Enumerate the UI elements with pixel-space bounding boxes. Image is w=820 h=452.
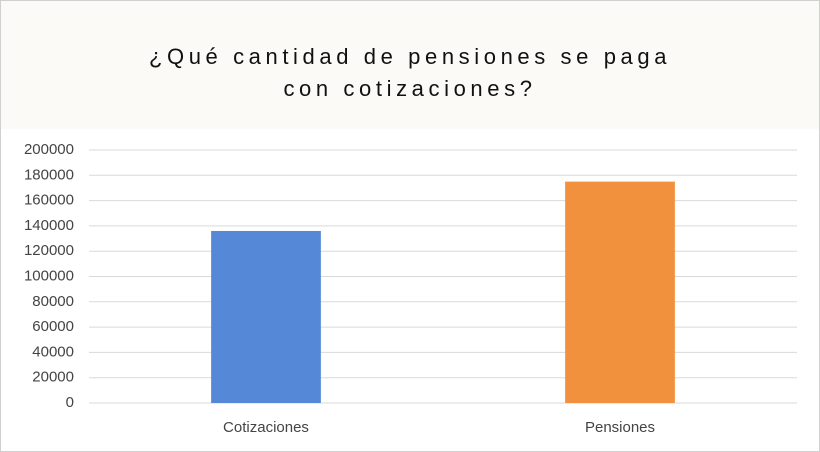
y-tick-label: 40000 [32,343,74,360]
chart-title: ¿Qué cantidad de pensiones se paga con c… [148,44,672,101]
x-tick-label: Pensiones [585,419,655,436]
y-tick-label: 80000 [32,293,74,310]
title-background [1,1,819,129]
bar [211,230,321,403]
bar [565,181,675,403]
y-tick-label: 0 [66,394,74,411]
y-tick-label: 20000 [32,369,74,386]
x-tick-label: Cotizaciones [223,419,309,436]
y-tick-label: 60000 [32,318,74,335]
y-tick-label: 120000 [24,242,74,259]
y-tick-label: 160000 [24,192,74,209]
y-tick-label: 200000 [24,141,74,158]
y-tick-label: 140000 [24,217,74,234]
y-tick-label: 180000 [24,166,74,183]
y-tick-label: 100000 [24,267,74,284]
